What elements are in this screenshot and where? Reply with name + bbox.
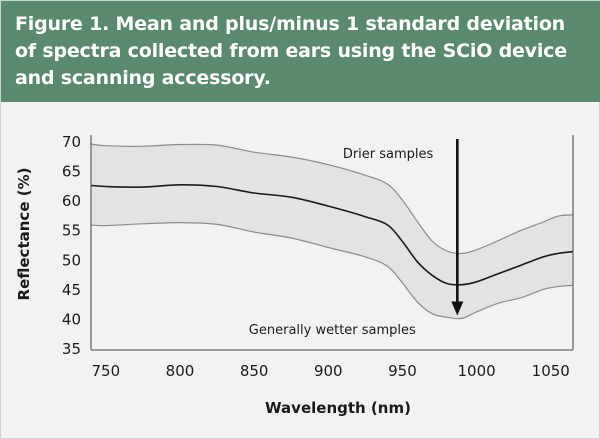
sd-band [91,144,573,319]
x-tick-label: 750 [92,362,121,380]
x-tick-label: 1050 [532,362,570,380]
x-tick-label: 950 [388,362,417,380]
y-tick-label: 65 [62,163,81,181]
series-upper-sd [90,143,574,255]
y-axis-title: Reflectance (%) [15,168,33,301]
y-tick-label: 40 [62,310,81,328]
x-tick-label: 800 [166,362,195,380]
figure-header: Figure 1. Mean and plus/minus 1 standard… [1,1,600,102]
figure-title: Figure 1. Mean and plus/minus 1 standard… [15,13,567,89]
annotation-wetter: Generally wetter samples [249,323,416,338]
x-axis-title: Wavelength (nm) [265,399,411,417]
y-tick-label: 45 [62,281,81,299]
series-mean [90,183,574,286]
y-tick-label: 60 [62,192,81,210]
x-tick-label: 850 [240,362,269,380]
y-tick-label: 55 [62,222,81,240]
plot-area: 35 40 45 50 55 60 65 70 750 800 850 900 950 1000 1050 [62,133,574,380]
arrow-head [451,301,464,316]
y-tick-label: 70 [62,133,81,151]
annotation-drier: Drier samples [343,147,434,162]
x-tick-label: 1000 [458,362,496,380]
x-tick-label: 900 [314,362,343,380]
series-lower-sd [90,221,574,320]
y-tick-label: 50 [62,251,81,269]
y-tick-label: 35 [62,340,81,358]
